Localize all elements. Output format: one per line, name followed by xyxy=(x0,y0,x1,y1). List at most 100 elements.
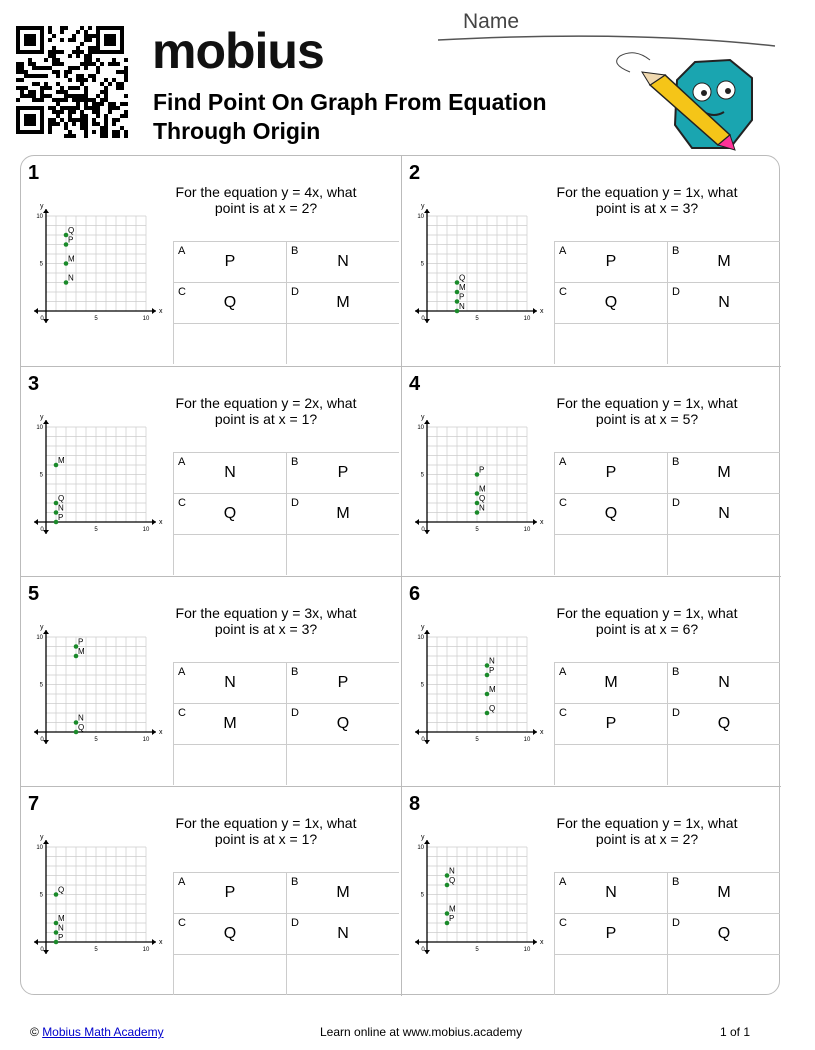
option-letter: C xyxy=(178,707,186,719)
qr-module xyxy=(60,118,64,122)
option-answer: M xyxy=(223,715,237,732)
qr-module xyxy=(56,114,60,118)
qr-module xyxy=(68,66,72,70)
qr-module xyxy=(20,70,24,74)
point xyxy=(444,873,450,878)
point-label: P xyxy=(58,933,63,942)
x-tick-label: 5 xyxy=(475,527,479,533)
qr-module xyxy=(64,106,68,110)
qr-module xyxy=(100,62,104,66)
point xyxy=(444,882,450,888)
qr-module xyxy=(96,110,100,114)
option-answer: P xyxy=(605,253,617,270)
option-letter: B xyxy=(291,876,299,888)
footer-link[interactable]: Mobius Math Academy xyxy=(42,1025,164,1039)
point xyxy=(63,261,69,266)
option-answer: P xyxy=(337,674,349,691)
y-tick-label: 5 xyxy=(40,473,44,479)
qr-module xyxy=(84,54,88,58)
qr-module xyxy=(32,94,36,98)
point xyxy=(444,911,450,916)
option-letter: B xyxy=(291,245,299,257)
arrows xyxy=(34,209,156,323)
point-label: Q xyxy=(489,704,495,713)
qr-module xyxy=(84,122,88,126)
option-letter: D xyxy=(672,707,680,719)
qr-module xyxy=(88,62,92,66)
y-tick-label: 10 xyxy=(36,635,43,641)
qr-module xyxy=(40,94,44,98)
option-answer: N xyxy=(224,674,236,691)
option-answer: Q xyxy=(336,715,350,732)
logo: mobius xyxy=(152,23,325,79)
option-letter: D xyxy=(291,917,299,929)
qr-module xyxy=(44,94,48,98)
qr-module xyxy=(92,78,96,82)
qr-module xyxy=(88,50,92,54)
option-answer: Q xyxy=(717,715,731,732)
x-axis-label: x xyxy=(540,939,544,946)
qr-module xyxy=(60,50,64,54)
qr-module xyxy=(48,26,52,30)
qr-module xyxy=(64,74,68,78)
x-axis-label: x xyxy=(159,939,163,946)
qr-module xyxy=(84,78,88,82)
swirl xyxy=(616,52,651,73)
y-tick-label: 5 xyxy=(40,683,44,689)
option-letter: A xyxy=(178,456,186,468)
option-answer: N xyxy=(337,253,349,270)
answer-blank-divider xyxy=(667,534,668,575)
y-axis-label: y xyxy=(421,414,425,421)
qr-module xyxy=(88,106,92,110)
qr-module xyxy=(100,130,104,134)
x-tick-label: 5 xyxy=(94,527,98,533)
qr-module xyxy=(16,66,20,70)
qr-module xyxy=(60,26,64,30)
qr-module xyxy=(124,66,128,70)
option-letter: C xyxy=(178,497,186,509)
qr-module xyxy=(116,106,120,110)
qr-module xyxy=(104,126,108,130)
qr-module xyxy=(84,114,88,118)
qr-module xyxy=(16,70,20,74)
qr-code xyxy=(16,26,128,138)
point xyxy=(454,280,460,285)
qr-module xyxy=(92,62,96,66)
qr-module xyxy=(64,98,68,102)
point-label: N xyxy=(479,504,485,513)
x-tick-label: 10 xyxy=(143,316,150,322)
point xyxy=(53,920,59,926)
point xyxy=(63,232,69,238)
option-letter: D xyxy=(291,497,299,509)
qr-module xyxy=(84,102,88,106)
answer-blank-divider xyxy=(667,323,668,364)
qr-module xyxy=(120,126,124,130)
option-answer: M xyxy=(717,464,731,481)
qr-module xyxy=(88,58,92,62)
qr-module xyxy=(20,94,24,98)
qr-module xyxy=(64,126,68,130)
qr-module xyxy=(80,82,84,86)
answer-blank-divider xyxy=(667,954,668,995)
point-label: M xyxy=(489,685,496,694)
problem-cell: 2 For the equation y = 1x, what point is … xyxy=(401,156,781,366)
point xyxy=(484,710,490,716)
qr-module xyxy=(48,118,52,122)
qr-module xyxy=(68,86,72,90)
qr-finder-center xyxy=(24,114,36,126)
qr-module xyxy=(100,102,104,106)
qr-finder xyxy=(96,26,124,54)
qr-module xyxy=(60,62,64,66)
point-label: N xyxy=(78,714,84,723)
qr-module xyxy=(56,90,60,94)
problem-cell: 1 For the equation y = 4x, what point is … xyxy=(21,156,401,366)
